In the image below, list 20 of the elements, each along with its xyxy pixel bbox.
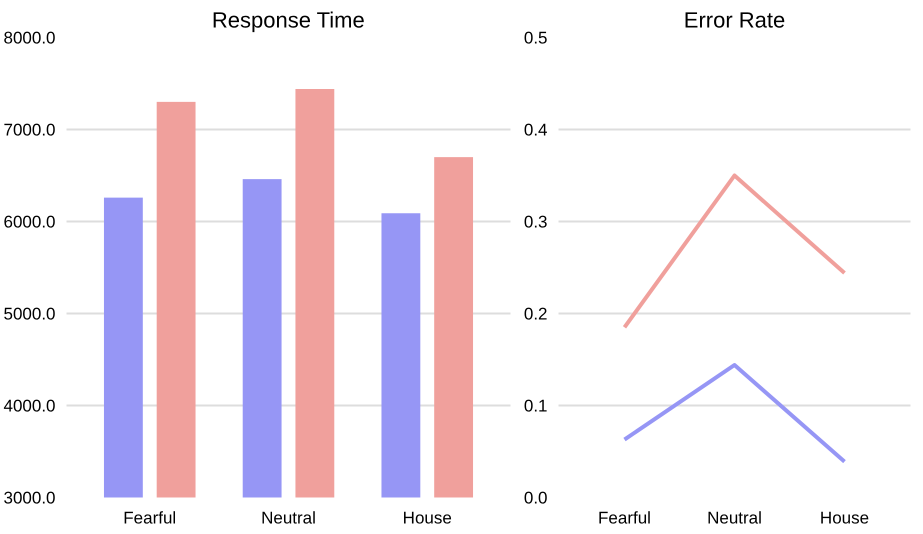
y-tick-label: 0.4	[524, 120, 548, 140]
y-tick-label: 7000.0	[4, 120, 56, 140]
y-tick-label: 0.1	[524, 396, 548, 416]
y-tick-label: 0.2	[524, 304, 548, 324]
x-tick-label: House	[402, 508, 452, 528]
y-tick-label: 0.3	[524, 212, 548, 232]
x-tick-label: Fearful	[598, 508, 651, 528]
x-tick-label: House	[820, 508, 870, 528]
y-tick-label: 6000.0	[4, 212, 56, 232]
y-tick-label: 5000.0	[4, 304, 56, 324]
y-tick-label: 0.5	[524, 28, 548, 48]
y-tick-label: 0.0	[524, 488, 548, 508]
chart-title: Response Time	[212, 8, 365, 32]
y-tick-label: 4000.0	[4, 396, 56, 416]
y-tick-label: 8000.0	[4, 28, 56, 48]
y-tick-label: 3000.0	[4, 488, 56, 508]
x-tick-label: Neutral	[707, 508, 762, 528]
chart-title: Error Rate	[684, 8, 786, 32]
x-tick-label: Neutral	[261, 508, 316, 528]
x-tick-label: Fearful	[123, 508, 176, 528]
